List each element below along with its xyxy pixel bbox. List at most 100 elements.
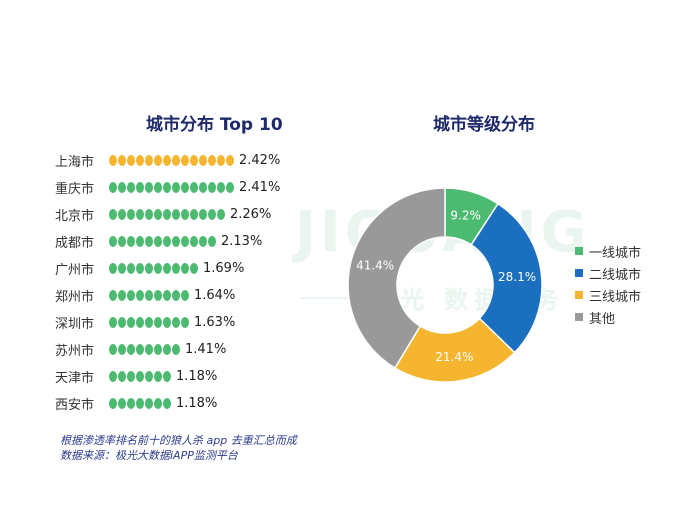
bar-dot xyxy=(163,397,171,409)
bar-dot xyxy=(190,154,198,166)
bar-mark xyxy=(109,287,190,303)
bar-dot xyxy=(199,208,207,220)
bar-dot xyxy=(127,262,135,274)
bar-dot xyxy=(172,262,180,274)
bar-dot xyxy=(163,208,171,220)
legend-item-tier3: 三线城市 xyxy=(575,284,641,306)
bar-dot xyxy=(181,235,189,247)
city-label: 上海市 xyxy=(55,154,95,170)
bar-mark xyxy=(109,206,226,222)
bar-dot xyxy=(145,154,153,166)
bar-dot xyxy=(190,235,198,247)
bar-dot xyxy=(109,289,117,301)
bar-dot xyxy=(109,397,117,409)
bar-value-label: 1.18% xyxy=(176,395,218,411)
city-label: 成都市 xyxy=(55,235,95,251)
bar-dot xyxy=(163,154,171,166)
bar-mark xyxy=(109,152,235,168)
bar-row: 西安市 1.18% xyxy=(55,393,217,413)
bar-dot xyxy=(127,343,135,355)
bar-value-label: 2.42% xyxy=(239,152,281,168)
city-label: 西安市 xyxy=(55,397,95,413)
legend-swatch xyxy=(575,269,583,277)
bar-dot xyxy=(109,208,117,220)
bar-dot xyxy=(181,208,189,220)
legend-item-tier1: 一线城市 xyxy=(575,240,641,262)
bar-dot xyxy=(136,154,144,166)
bar-dot xyxy=(136,262,144,274)
bar-mark xyxy=(109,179,235,195)
legend-label: 二线城市 xyxy=(589,267,642,283)
bar-value-label: 1.69% xyxy=(203,260,245,276)
bar-dot xyxy=(172,154,180,166)
bar-dot xyxy=(145,262,153,274)
legend-label: 三线城市 xyxy=(589,289,642,305)
bar-mark xyxy=(109,395,172,411)
bar-row: 郑州市 1.64% xyxy=(55,285,235,305)
bar-dot xyxy=(118,181,126,193)
bar-dot xyxy=(208,181,216,193)
bar-dot xyxy=(154,181,162,193)
bar-dot xyxy=(154,397,162,409)
bar-dot xyxy=(118,208,126,220)
bar-row: 北京市 2.26% xyxy=(55,204,271,224)
bar-dot xyxy=(109,343,117,355)
bar-dot xyxy=(190,262,198,274)
donut-legend: 一线城市 二线城市 三线城市 其他 xyxy=(575,240,641,328)
donut-slice xyxy=(470,202,543,354)
bar-dot xyxy=(136,370,144,382)
bar-dot xyxy=(190,181,198,193)
bar-dot xyxy=(145,235,153,247)
city-label: 深圳市 xyxy=(55,316,95,332)
legend-label: 一线城市 xyxy=(589,245,642,261)
bar-mark xyxy=(109,314,190,330)
bar-dot xyxy=(118,316,126,328)
bar-dot xyxy=(163,262,171,274)
bar-dot xyxy=(217,208,225,220)
bar-dot xyxy=(181,289,189,301)
bar-dot xyxy=(154,289,162,301)
donut-chart: 9.2% 28.1% 21.4% 41.4% xyxy=(347,187,543,383)
bar-dot xyxy=(190,208,198,220)
bar-value-label: 2.26% xyxy=(230,206,272,222)
bar-dot xyxy=(109,370,117,382)
bar-dot xyxy=(127,289,135,301)
bar-dot xyxy=(172,343,180,355)
bar-dot xyxy=(163,370,171,382)
bar-dot xyxy=(208,154,216,166)
donut-slice xyxy=(347,187,446,370)
bar-dot xyxy=(118,262,126,274)
bar-row: 广州市 1.69% xyxy=(55,258,244,278)
bar-value-label: 1.41% xyxy=(185,341,227,357)
bar-chart-title: 城市分布 Top 10 xyxy=(146,115,283,135)
bar-value-label: 1.63% xyxy=(194,314,236,330)
bar-dot xyxy=(145,370,153,382)
city-label: 苏州市 xyxy=(55,343,95,359)
watermark-line xyxy=(300,297,360,299)
legend-swatch xyxy=(575,247,583,255)
bar-mark xyxy=(109,341,181,357)
donut-slice-label: 41.4% xyxy=(356,259,394,273)
bar-value-label: 2.41% xyxy=(239,179,281,195)
donut-slice-label: 28.1% xyxy=(498,270,536,284)
bar-dot xyxy=(163,316,171,328)
bar-dot xyxy=(172,181,180,193)
city-label: 北京市 xyxy=(55,208,95,224)
bar-dot xyxy=(217,181,225,193)
legend-item-tier2: 二线城市 xyxy=(575,262,641,284)
bar-dot xyxy=(145,316,153,328)
legend-item-other: 其他 xyxy=(575,306,641,328)
bar-dot xyxy=(226,181,234,193)
bar-row: 深圳市 1.63% xyxy=(55,312,235,332)
bar-dot xyxy=(163,289,171,301)
bar-value-label: 1.64% xyxy=(194,287,236,303)
bar-dot xyxy=(127,235,135,247)
bar-dot xyxy=(136,181,144,193)
bar-dot xyxy=(127,208,135,220)
bar-dot xyxy=(136,289,144,301)
city-label: 重庆市 xyxy=(55,181,95,197)
bar-dot xyxy=(163,343,171,355)
bar-dot xyxy=(136,208,144,220)
footnote-method: 根据渗透率排名前十的狼人杀 app 去重汇总而成 xyxy=(60,434,297,447)
bar-dot xyxy=(172,235,180,247)
